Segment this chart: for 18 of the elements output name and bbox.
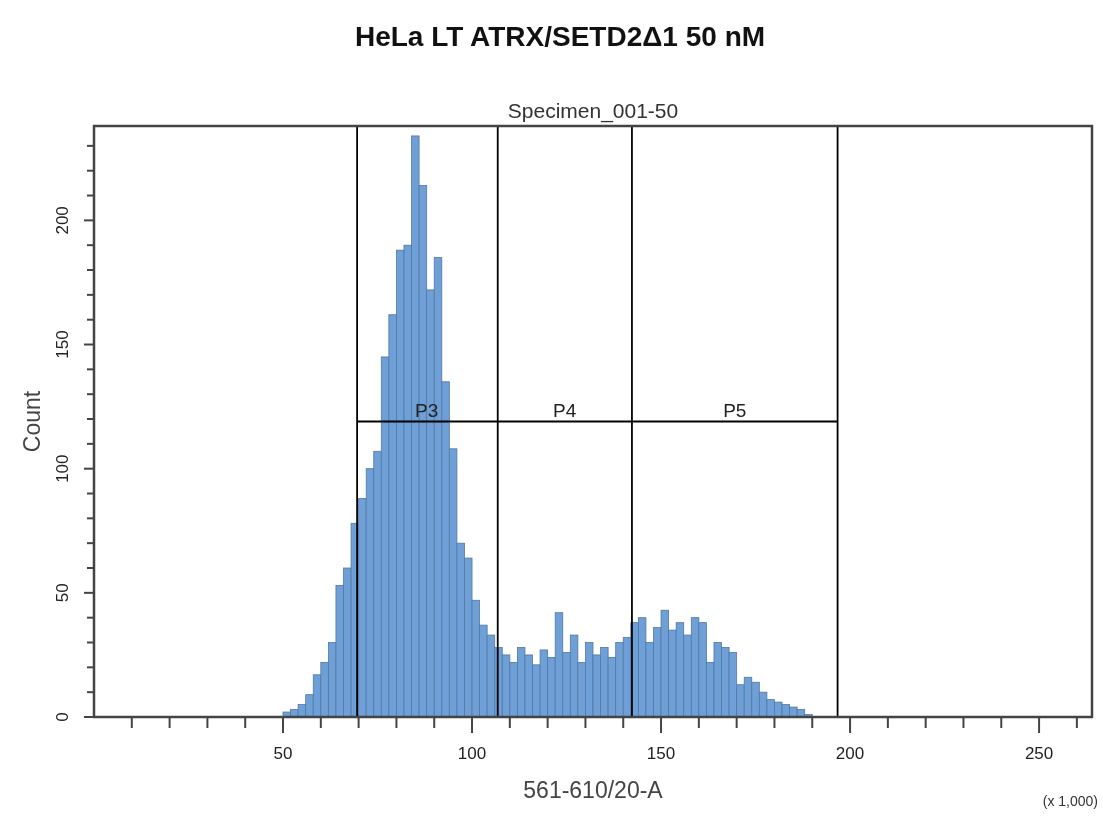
y-tick-label: 50 xyxy=(53,583,72,603)
x-tick-label: 100 xyxy=(457,744,487,763)
chart-subtitle: Specimen_001-50 xyxy=(507,99,679,123)
x-tick-label: 150 xyxy=(646,744,676,763)
x-tick-label: 50 xyxy=(273,744,293,763)
y-tick-label: 100 xyxy=(53,454,72,483)
x-tick-label: 200 xyxy=(835,744,865,763)
x-axis-title: 561-610/20-A xyxy=(523,777,664,803)
y-axis-title: Count xyxy=(19,390,45,453)
annotation: P5 xyxy=(723,399,747,421)
annotation: P4 xyxy=(553,399,577,421)
y-tick-label: 0 xyxy=(53,712,72,722)
y-tick-label: 200 xyxy=(53,206,72,235)
chart-title: HeLa LT ATRX/SETD2Δ1 50 nM xyxy=(354,21,766,52)
x-tick-label: 250 xyxy=(1024,744,1054,763)
y-tick-label: 150 xyxy=(53,330,72,359)
text: (x 1,000) xyxy=(1042,793,1098,809)
annotation: P3 xyxy=(415,399,439,421)
